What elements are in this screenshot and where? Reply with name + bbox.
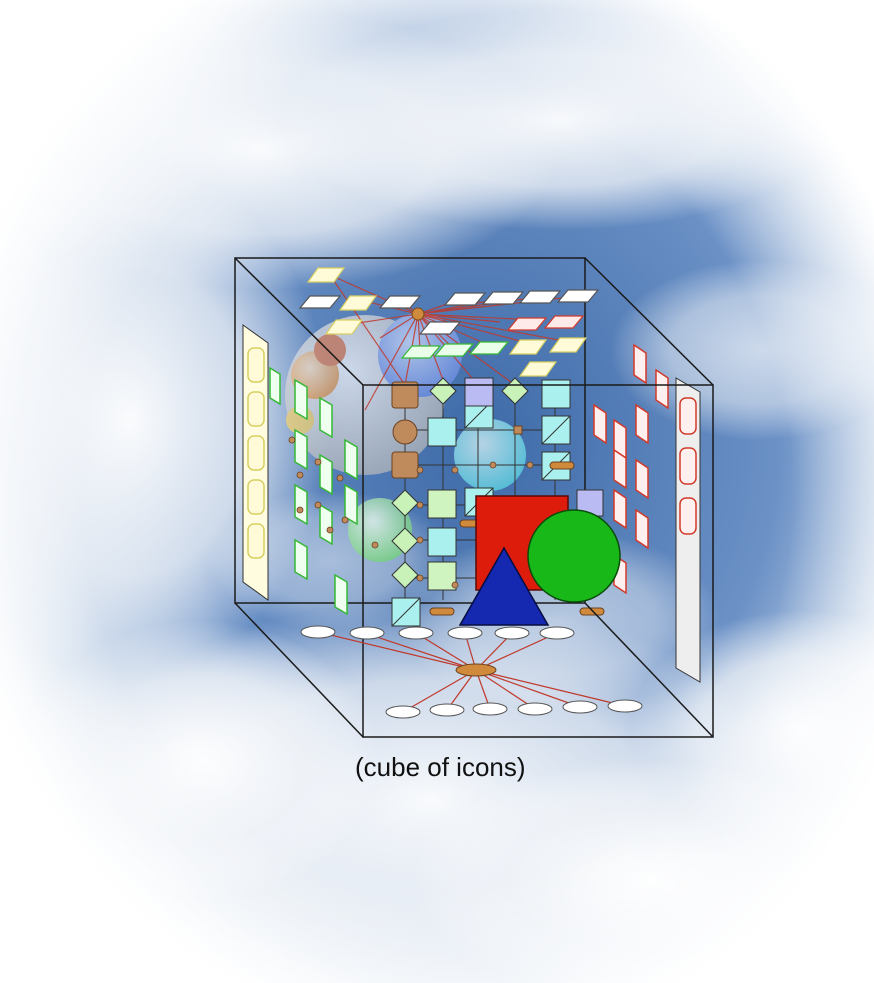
- figure-caption: (cube of icons): [355, 752, 526, 782]
